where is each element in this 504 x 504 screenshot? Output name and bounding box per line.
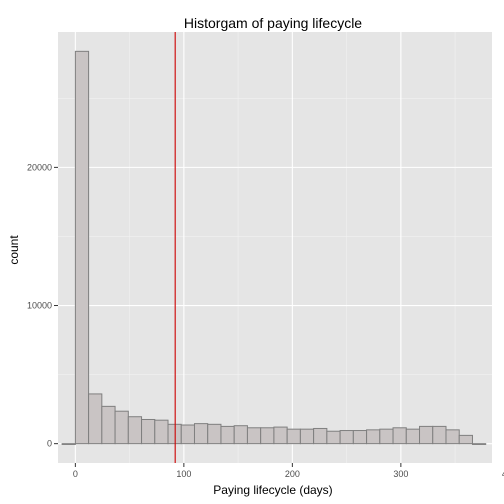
- histogram-bar: [326, 430, 341, 445]
- histogram-bar: [246, 427, 262, 445]
- histogram-bar: [74, 50, 90, 445]
- histogram-bar: [379, 428, 394, 445]
- histogram-bar: [260, 427, 275, 445]
- histogram-bar: [193, 423, 209, 445]
- y-tick-label: 20000: [27, 162, 52, 172]
- y-tick-label: 0: [47, 439, 52, 449]
- x-tick-label: 0: [73, 469, 78, 479]
- histogram-bars: [61, 50, 487, 445]
- histogram-bar: [286, 428, 301, 445]
- histogram-bar: [445, 429, 460, 445]
- y-tick-label: 10000: [27, 301, 52, 311]
- histogram-bar: [458, 434, 473, 445]
- histogram-bar: [419, 425, 434, 445]
- histogram-bar: [141, 418, 156, 445]
- histogram-bar: [88, 393, 103, 445]
- histogram-bar: [101, 405, 116, 445]
- histogram-bar: [299, 428, 315, 445]
- histogram-bar: [207, 423, 222, 445]
- histogram-bar: [405, 428, 421, 445]
- plot-panel: [58, 32, 492, 463]
- x-tick-label: 400: [502, 469, 504, 479]
- histogram-bar: [392, 427, 407, 445]
- histogram-bar: [352, 430, 368, 445]
- chart-title: Historgam of paying lifecycle: [184, 15, 362, 31]
- y-axis-label: count: [7, 235, 21, 265]
- histogram-bar: [471, 443, 487, 445]
- histogram-bar: [114, 410, 129, 445]
- histogram-bar: [273, 426, 288, 445]
- histogram-bar: [220, 425, 235, 445]
- histogram-bar: [127, 416, 143, 445]
- x-tick-label: 200: [285, 469, 300, 479]
- histogram-bar: [61, 443, 76, 445]
- histogram-bar: [233, 425, 248, 445]
- histogram-bar: [180, 424, 195, 445]
- x-axis-label: Paying lifecycle (days): [213, 483, 332, 497]
- histogram-bar: [313, 427, 328, 445]
- histogram-bar: [154, 419, 169, 445]
- histogram-bar: [339, 430, 354, 445]
- x-tick-label: 100: [176, 469, 191, 479]
- x-tick-label: 300: [393, 469, 408, 479]
- histogram-bar: [432, 425, 447, 445]
- minor-gridlines: [58, 32, 492, 463]
- y-axis-ticks: 0 10000 20000: [27, 162, 58, 449]
- histogram-bar: [366, 429, 381, 445]
- x-axis-ticks: 0 100 200 300 400: [73, 463, 504, 479]
